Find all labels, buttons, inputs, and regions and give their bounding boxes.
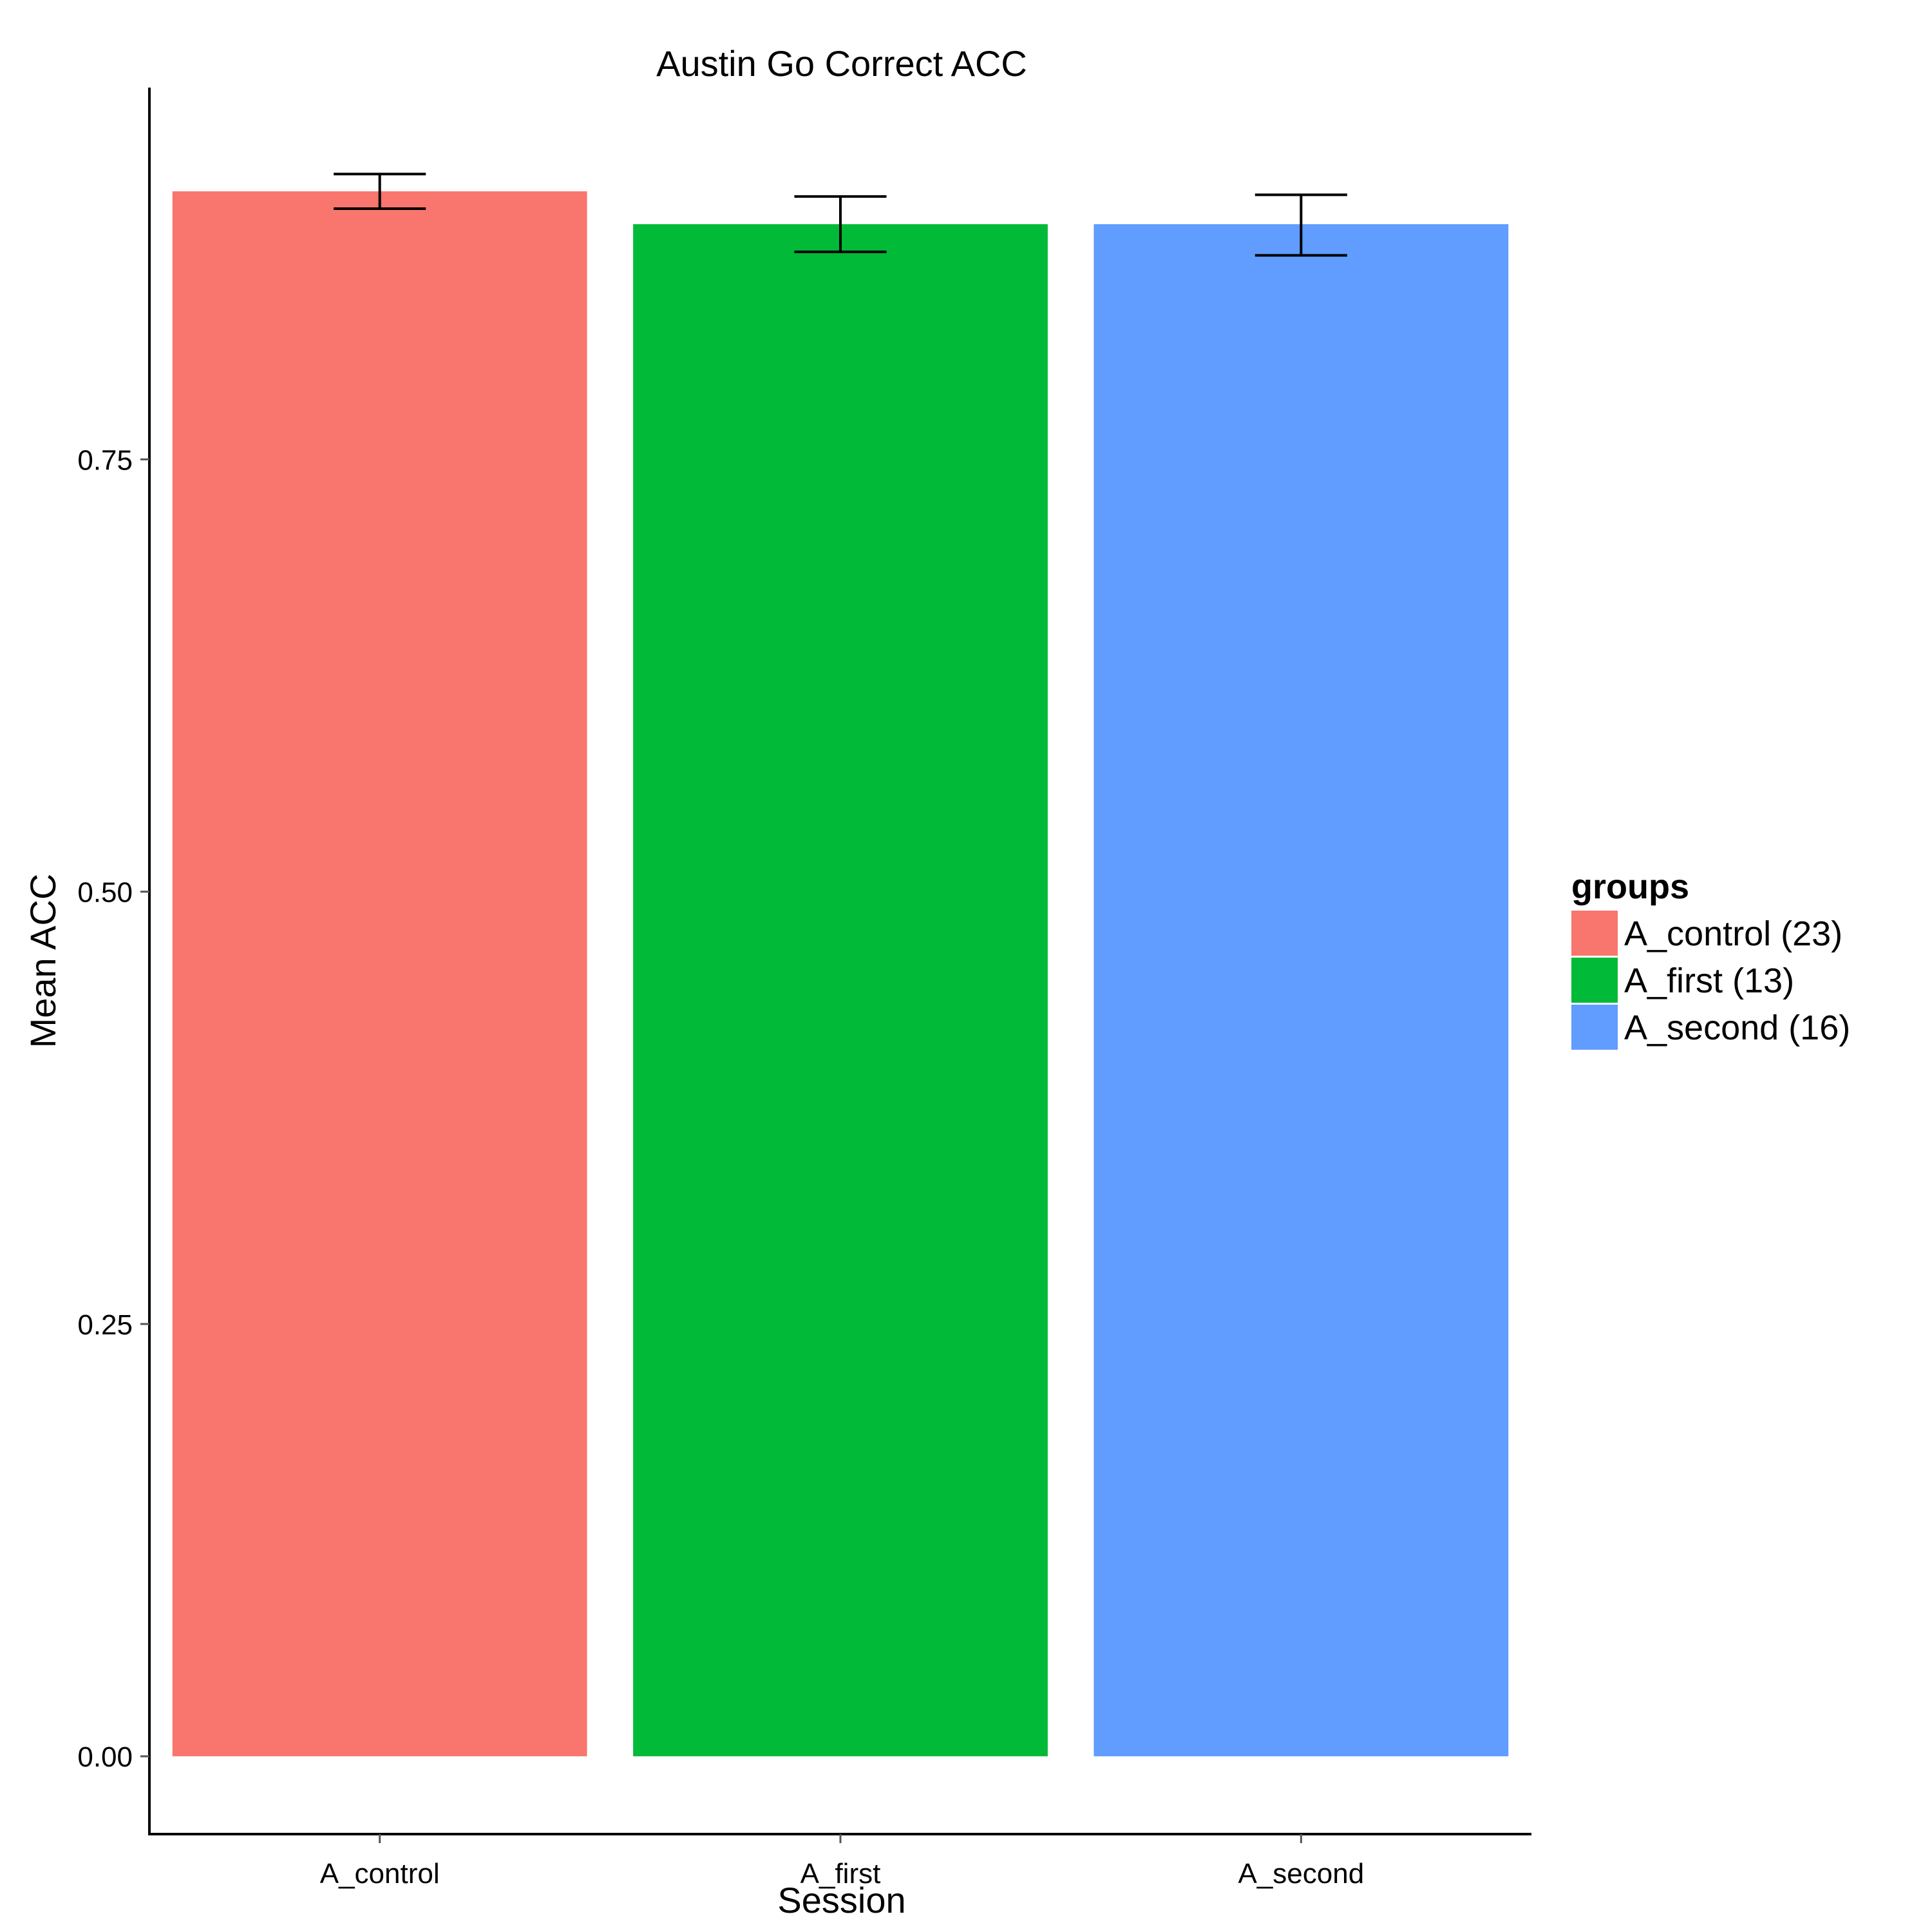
legend-key (1571, 958, 1618, 1003)
legend: groups A_control (23) A_first (13) A_secon… (1571, 867, 1850, 1050)
legend-key (1571, 911, 1618, 956)
x-axis-title: Session (777, 1880, 905, 1920)
bar-A_control (172, 191, 587, 1757)
legend-title: groups (1571, 867, 1689, 906)
chart-title: Austin Go Correct ACC (656, 43, 1027, 84)
error-bar-A_control (334, 173, 426, 210)
y-tick-label: 0.75 (77, 444, 133, 476)
error-bars-layer (334, 173, 1347, 257)
y-tick-label: 0.00 (77, 1741, 133, 1773)
bar-A_first (633, 224, 1048, 1757)
legend-label: A_control (23) (1624, 914, 1842, 953)
y-axis-title: Mean ACC (23, 874, 63, 1048)
x-axis-ticks: A_control A_first A_second (320, 1834, 1364, 1889)
legend-item: A_second (16) (1571, 1005, 1850, 1050)
x-tick-label: A_control (320, 1858, 440, 1889)
legend-label: A_second (16) (1624, 1009, 1850, 1047)
legend-key (1571, 1005, 1618, 1050)
legend-items: A_control (23) A_first (13) A_second (16) (1571, 911, 1850, 1050)
legend-item: A_first (13) (1571, 958, 1794, 1003)
y-tick-label: 0.50 (77, 877, 133, 909)
bar-A_second (1094, 224, 1509, 1757)
x-tick-label: A_first (800, 1858, 881, 1889)
y-axis-ticks: 0.00 0.25 0.50 0.75 (77, 444, 149, 1773)
error-bar-A_second (1255, 193, 1347, 257)
bars-layer (172, 191, 1509, 1757)
x-tick-label: A_second (1238, 1858, 1364, 1889)
y-tick-label: 0.25 (77, 1309, 133, 1341)
legend-label: A_first (13) (1624, 961, 1794, 1000)
error-bar-A_first (794, 195, 887, 254)
legend-item: A_control (23) (1571, 911, 1842, 956)
